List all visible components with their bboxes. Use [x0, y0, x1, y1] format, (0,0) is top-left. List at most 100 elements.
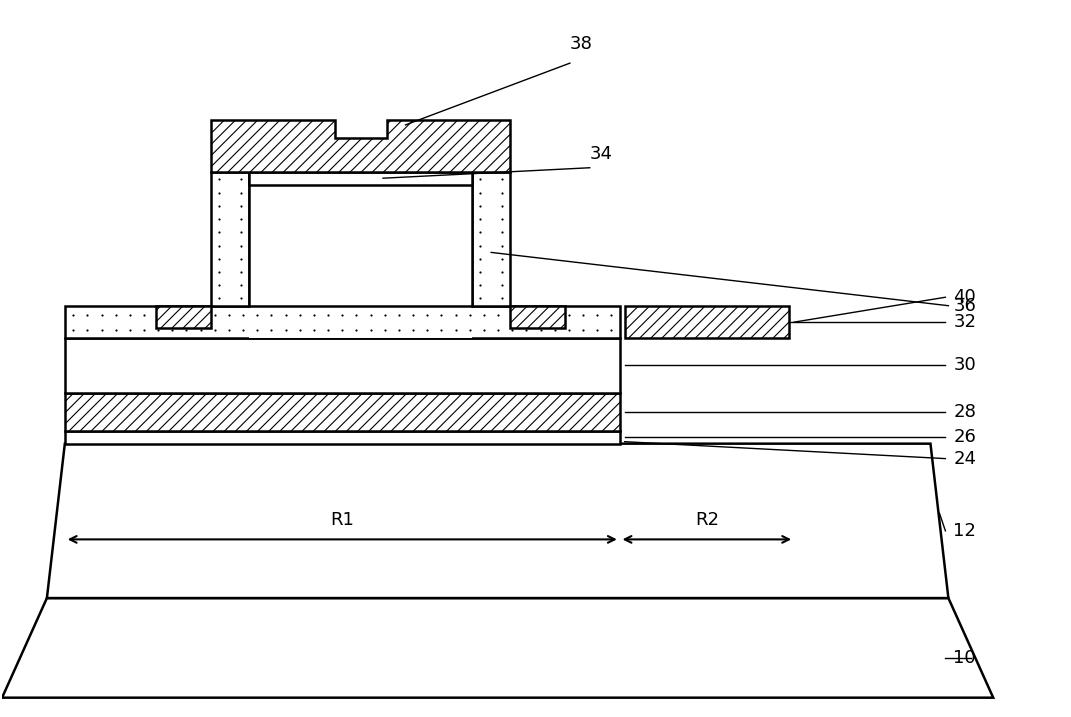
Point	[471, 187, 488, 199]
Point	[471, 240, 488, 252]
Point	[164, 309, 181, 320]
Bar	[624, 306, 789, 338]
Point	[232, 280, 250, 291]
Point	[376, 324, 393, 336]
Point	[405, 324, 422, 336]
Point	[362, 309, 379, 320]
Point	[471, 200, 488, 212]
Point	[248, 309, 266, 320]
Point	[462, 324, 479, 336]
Point	[546, 324, 563, 336]
Point	[494, 174, 511, 185]
Text: 26: 26	[953, 428, 977, 446]
Point	[494, 280, 511, 291]
Point	[164, 324, 181, 336]
Text: 28: 28	[953, 403, 977, 421]
Point	[560, 309, 577, 320]
Point	[494, 227, 511, 238]
Text: R2: R2	[695, 511, 719, 529]
Point	[121, 309, 138, 320]
Bar	[156, 306, 211, 328]
Point	[178, 324, 195, 336]
Point	[211, 174, 228, 185]
Point	[348, 309, 365, 320]
Point	[135, 324, 152, 336]
Polygon shape	[2, 598, 993, 698]
Point	[305, 324, 322, 336]
Point	[319, 309, 336, 320]
Point	[574, 309, 591, 320]
Point	[405, 309, 422, 320]
Point	[221, 324, 238, 336]
Bar	[250, 306, 472, 338]
Point	[211, 253, 228, 265]
Point	[489, 309, 507, 320]
Point	[348, 324, 365, 336]
Point	[476, 309, 493, 320]
Point	[589, 324, 606, 336]
Point	[476, 324, 493, 336]
Point	[232, 174, 250, 185]
Text: 12: 12	[953, 522, 977, 540]
Point	[221, 309, 238, 320]
Point	[447, 324, 464, 336]
Point	[150, 324, 167, 336]
Point	[319, 324, 336, 336]
Text: 38: 38	[570, 35, 592, 53]
Bar	[510, 306, 564, 328]
Point	[79, 324, 96, 336]
Point	[494, 200, 511, 212]
Point	[232, 187, 250, 199]
Bar	[211, 172, 250, 306]
Point	[494, 240, 511, 252]
Point	[494, 214, 511, 225]
Point	[376, 309, 393, 320]
Point	[211, 293, 228, 304]
Text: 30: 30	[953, 356, 976, 374]
Point	[192, 324, 209, 336]
Point	[574, 324, 591, 336]
Point	[603, 309, 620, 320]
Point	[517, 309, 534, 320]
Point	[560, 324, 577, 336]
Text: 34: 34	[590, 145, 613, 163]
Point	[494, 253, 511, 265]
Point	[390, 324, 407, 336]
Point	[494, 187, 511, 199]
Point	[211, 187, 228, 199]
Point	[503, 309, 521, 320]
Text: 10: 10	[953, 649, 976, 667]
Point	[93, 324, 110, 336]
Polygon shape	[211, 120, 510, 172]
Bar	[65, 431, 620, 444]
Point	[232, 200, 250, 212]
Point	[79, 309, 96, 320]
Point	[603, 324, 620, 336]
Point	[211, 214, 228, 225]
Point	[107, 324, 124, 336]
Text: 36: 36	[953, 297, 977, 315]
Point	[362, 324, 379, 336]
Point	[334, 324, 351, 336]
Point	[494, 293, 511, 304]
Point	[433, 309, 450, 320]
Point	[107, 309, 124, 320]
Point	[207, 309, 224, 320]
Point	[532, 309, 549, 320]
Point	[235, 309, 252, 320]
Point	[235, 324, 252, 336]
Point	[277, 309, 295, 320]
Point	[471, 280, 488, 291]
Point	[291, 309, 308, 320]
Text: R1: R1	[330, 511, 355, 529]
Point	[262, 309, 280, 320]
Polygon shape	[47, 444, 949, 598]
Point	[232, 293, 250, 304]
Point	[211, 266, 228, 277]
Point	[211, 280, 228, 291]
Point	[262, 324, 280, 336]
Point	[93, 309, 110, 320]
Point	[232, 253, 250, 265]
Point	[471, 227, 488, 238]
Point	[419, 309, 436, 320]
